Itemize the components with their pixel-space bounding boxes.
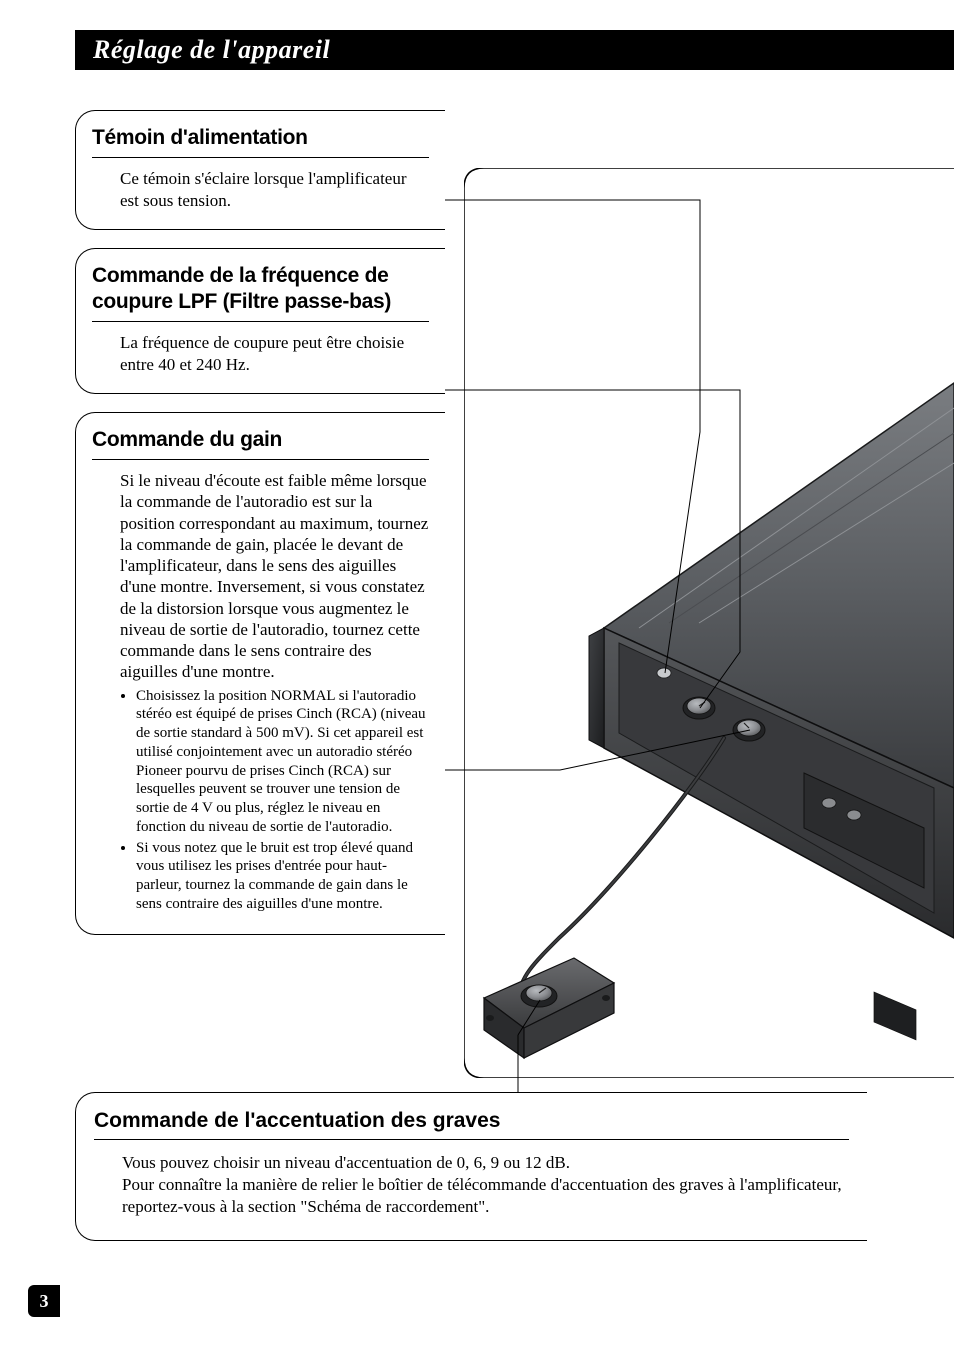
body-bass: Vous pouvez choisir un niveau d'accentua…: [94, 1152, 849, 1218]
info-box-lpf: Commande de la fréquence de coupure LPF …: [75, 248, 445, 394]
bass-remote-box: [484, 958, 614, 1058]
info-box-bass: Commande de l'accentuation des graves Vo…: [75, 1092, 867, 1241]
heading-bass: Commande de l'accentuation des graves: [94, 1109, 849, 1140]
info-box-temoin: Témoin d'alimentation Ce témoin s'éclair…: [75, 110, 445, 230]
amplifier-body: [519, 383, 954, 1040]
body-temoin: Ce témoin s'éclaire lorsque l'amplificat…: [92, 168, 429, 211]
power-led-icon: [657, 668, 671, 678]
amplifier-illustration: [464, 168, 954, 1078]
heading-temoin: Témoin d'alimentation: [92, 125, 429, 158]
page-number-badge: 3: [28, 1285, 60, 1317]
gain-knob: [733, 719, 765, 741]
page-number: 3: [40, 1291, 49, 1312]
section-header-title: Réglage de l'appareil: [93, 35, 330, 65]
section-header-bar: Réglage de l'appareil: [75, 30, 954, 70]
lpf-knob: [683, 697, 715, 719]
body-gain: Si le niveau d'écoute est faible même lo…: [92, 470, 429, 683]
heading-lpf: Commande de la fréquence de coupure LPF …: [92, 263, 429, 323]
bullet-gain-0: Choisissez la position NORMAL si l'autor…: [136, 687, 429, 837]
bullet-list-gain: Choisissez la position NORMAL si l'autor…: [92, 687, 429, 914]
bullet-gain-1: Si vous notez que le bruit est trop élev…: [136, 839, 429, 914]
info-box-gain: Commande du gain Si le niveau d'écoute e…: [75, 412, 445, 935]
heading-gain: Commande du gain: [92, 427, 429, 460]
body-lpf: La fréquence de coupure peut être choisi…: [92, 332, 429, 375]
